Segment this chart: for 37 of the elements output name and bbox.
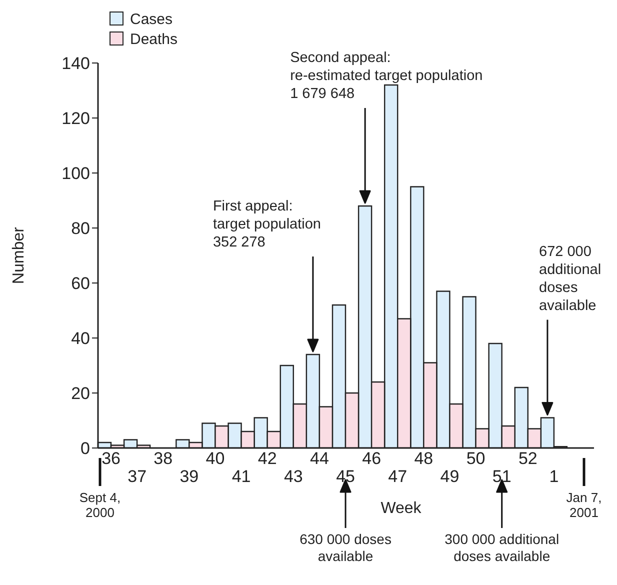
y-tick-label: 40 [71, 329, 90, 348]
x-tick-label: 42 [258, 449, 277, 468]
x-tick-label: 41 [232, 467, 251, 486]
x-tick-label: 51 [492, 467, 512, 486]
x-tick-label: 40 [206, 449, 225, 468]
x-tick-label: 39 [180, 467, 199, 486]
x-tick-label: 37 [128, 467, 147, 486]
x-tick-label: 46 [362, 449, 382, 468]
y-tick-label: 140 [62, 54, 90, 74]
x-tick-label: 44 [310, 449, 329, 468]
x-tick-label: 47 [388, 467, 408, 486]
x-tick-label: 52 [518, 449, 538, 468]
x-tick-label: 49 [440, 467, 460, 486]
text: 300 000 additional doses available [444, 531, 560, 564]
x-tick-label: 1 [549, 467, 559, 486]
x-tick-label: 50 [466, 449, 486, 468]
x-tick-label: 43 [284, 467, 303, 486]
y-tick-label: 80 [71, 219, 90, 238]
text: 630 000 doses available [300, 531, 392, 564]
y-tick-label: 0 [80, 439, 90, 458]
y-tick-label: 100 [62, 164, 90, 184]
annotation: Second appeal: re-estimated target population 1 679 648 [290, 50, 483, 102]
y-tick-label: 60 [71, 274, 90, 294]
y-axis-title: Number [10, 226, 28, 284]
x-axis-title: Week [380, 500, 422, 517]
legend-label: Deaths [130, 31, 178, 48]
y-tick-label: 120 [62, 109, 90, 128]
legend-label: Cases [130, 11, 173, 28]
x-tick-label: 45 [336, 467, 355, 486]
text: Sept 4, 2000 [79, 490, 121, 520]
x-tick-label: 36 [102, 449, 120, 468]
annotation: First appeal: target population 352 278 [212, 198, 321, 250]
x-tick-label: 48 [414, 449, 434, 468]
y-tick-label: 20 [71, 384, 90, 404]
x-tick-label: 38 [154, 449, 173, 468]
annotation: 672 000 additional doses available [539, 244, 602, 314]
text: Jan 7, 2001 [566, 490, 602, 520]
